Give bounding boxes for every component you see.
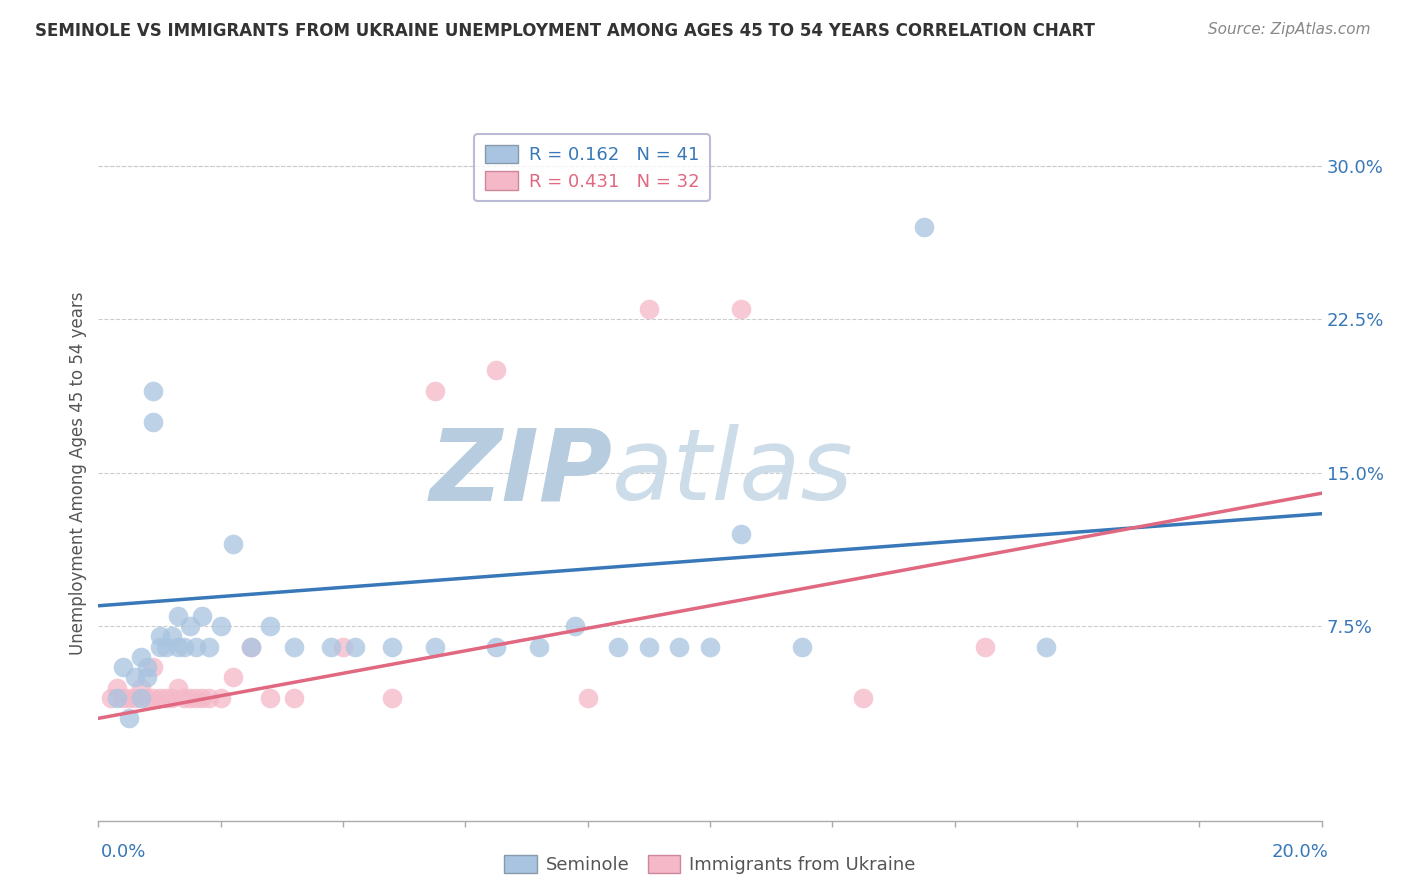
Point (167, 681, 190, 695)
Point (160, 630, 183, 644)
Point (381, 640, 404, 654)
Point (129, 649, 152, 664)
Point (283, 640, 305, 654)
Point (319, 640, 342, 654)
Point (191, 690, 214, 705)
Point (173, 640, 195, 654)
Point (149, 690, 172, 705)
Point (222, 537, 245, 551)
Legend: Seminole, Immigrants from Ukraine: Seminole, Immigrants from Ukraine (498, 847, 922, 881)
Point (423, 640, 446, 654)
Text: SEMINOLE VS IMMIGRANTS FROM UKRAINE UNEMPLOYMENT AMONG AGES 45 TO 54 YEARS CORRE: SEMINOLE VS IMMIGRANTS FROM UKRAINE UNEM… (35, 22, 1095, 40)
Point (142, 415, 165, 429)
Point (124, 690, 146, 705)
Point (155, 690, 177, 705)
Point (118, 690, 141, 705)
Point (485, 640, 508, 654)
Point (283, 690, 305, 705)
Point (730, 527, 752, 541)
Y-axis label: Unemployment Among Ages 45 to 54 years: Unemployment Among Ages 45 to 54 years (69, 291, 87, 655)
Text: atlas: atlas (612, 425, 853, 521)
Point (149, 640, 172, 654)
Point (197, 690, 219, 705)
Point (142, 660, 165, 674)
Point (344, 640, 367, 654)
Point (111, 690, 134, 705)
Point (485, 363, 508, 377)
Point (607, 640, 630, 654)
Point (852, 690, 875, 705)
Point (179, 619, 201, 633)
Point (209, 690, 232, 705)
Point (105, 681, 128, 695)
Point (790, 640, 813, 654)
Point (527, 640, 550, 654)
Point (912, 220, 935, 235)
Point (699, 640, 721, 654)
Text: 0.0%: 0.0% (101, 843, 146, 861)
Point (100, 690, 122, 705)
Point (167, 609, 190, 624)
Point (129, 681, 152, 695)
Point (191, 609, 214, 624)
Point (155, 640, 177, 654)
Point (136, 690, 159, 705)
Text: Source: ZipAtlas.com: Source: ZipAtlas.com (1208, 22, 1371, 37)
Point (423, 384, 446, 398)
Point (142, 690, 165, 705)
Point (167, 640, 190, 654)
Point (974, 640, 997, 654)
Point (668, 640, 690, 654)
Point (179, 690, 201, 705)
Point (576, 690, 599, 705)
Point (197, 640, 219, 654)
Point (637, 301, 661, 316)
Text: ZIP: ZIP (429, 425, 612, 521)
Point (730, 301, 752, 316)
Point (124, 670, 146, 684)
Point (136, 660, 159, 674)
Point (173, 690, 195, 705)
Point (564, 619, 586, 633)
Point (259, 690, 281, 705)
Point (1035, 640, 1057, 654)
Point (637, 640, 661, 654)
Point (240, 640, 263, 654)
Point (149, 630, 172, 644)
Point (118, 711, 141, 725)
Point (105, 690, 128, 705)
Point (222, 670, 245, 684)
Text: 20.0%: 20.0% (1272, 843, 1329, 861)
Point (209, 619, 232, 633)
Point (129, 690, 152, 705)
Point (186, 690, 208, 705)
Point (259, 619, 281, 633)
Point (381, 690, 404, 705)
Point (240, 640, 263, 654)
Point (111, 660, 134, 674)
Point (136, 670, 159, 684)
Point (332, 640, 354, 654)
Point (160, 690, 183, 705)
Point (186, 640, 208, 654)
Point (142, 384, 165, 398)
